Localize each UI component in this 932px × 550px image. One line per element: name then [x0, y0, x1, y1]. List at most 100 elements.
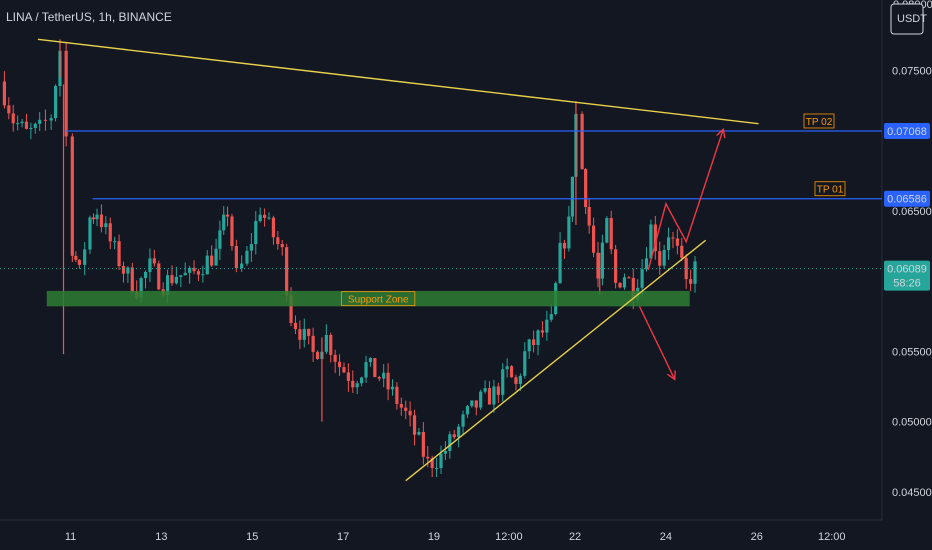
candle-body	[218, 230, 222, 249]
candle-body	[29, 127, 33, 129]
candle-body	[364, 362, 368, 378]
candle-body	[263, 214, 267, 218]
time-tick-label: 17	[337, 531, 349, 543]
candle-body	[675, 238, 679, 246]
candle-body	[276, 237, 280, 245]
candle-body	[653, 224, 657, 252]
candle-body	[399, 403, 403, 408]
candle-body	[640, 269, 644, 288]
currency-badge-box[interactable]	[890, 3, 924, 35]
candle-body	[315, 351, 320, 359]
candle-body	[179, 275, 183, 277]
candle-body	[234, 246, 238, 269]
candle-body	[33, 123, 37, 128]
candle-body	[311, 335, 315, 352]
candle-body	[596, 252, 600, 279]
candle-body	[430, 458, 434, 469]
candle-body	[448, 434, 452, 452]
time-tick-label: 22	[569, 531, 581, 543]
candle-body	[53, 85, 58, 119]
candle-body	[545, 319, 549, 333]
currency-badge: USDT	[897, 13, 927, 25]
tp-price-tag-bg	[884, 122, 930, 139]
candle-body	[373, 358, 377, 378]
candle-body	[509, 366, 514, 378]
candle-body	[532, 339, 536, 346]
candle-body	[143, 271, 148, 279]
current-price-tag-bg	[884, 260, 930, 291]
candle-body	[412, 415, 417, 435]
time-tick-label: 12:00	[818, 531, 846, 543]
price-axis[interactable]: 0.04500 0.05000 0.05500 0.06500 0.07500	[892, 65, 932, 499]
candle-body	[434, 468, 439, 470]
candle-body	[417, 432, 421, 435]
candle-body	[562, 242, 567, 249]
candle-body	[121, 266, 126, 274]
candle-body	[523, 351, 527, 376]
candle-body	[605, 218, 609, 243]
candle-body	[337, 361, 342, 368]
candle-body	[377, 377, 381, 379]
time-tick-label: 11	[65, 531, 76, 543]
candle-body	[395, 386, 399, 404]
candle-body	[148, 258, 152, 272]
support-zone-label: Support Zone	[348, 295, 409, 306]
candle-body	[307, 328, 311, 336]
candle-body	[360, 377, 364, 384]
candle-body	[43, 119, 48, 121]
candle-body	[230, 216, 234, 247]
candle-body	[70, 136, 74, 256]
current-price-tag: 0.06089	[887, 264, 927, 276]
candle-body	[7, 105, 11, 114]
candle-body	[649, 224, 653, 259]
candle-body	[346, 372, 350, 381]
candle-body	[614, 249, 618, 283]
price-tick-label: 0.05500	[892, 346, 932, 358]
candle-body	[666, 237, 671, 251]
tp-price-tag: 0.06586	[887, 194, 927, 206]
time-axis[interactable]: 11 13 15 17 19 12:00 22 24 26 12:00	[65, 531, 846, 543]
candle-body	[201, 274, 205, 276]
candle-body	[558, 242, 562, 284]
candle-body	[580, 113, 584, 170]
projection-arrowhead	[716, 127, 726, 139]
price-tick-label: 0.04500	[892, 487, 932, 499]
projection-layer	[638, 127, 726, 381]
candle-body	[293, 322, 298, 330]
candle-body	[470, 400, 474, 407]
candle-body	[644, 258, 649, 270]
candle-body	[536, 330, 540, 346]
candle-body	[483, 388, 487, 392]
candle-body	[514, 377, 518, 384]
candle-body	[465, 406, 470, 415]
candle-body	[443, 451, 448, 454]
candle-body	[2, 81, 7, 106]
candle-body	[267, 217, 271, 219]
candle-body	[689, 279, 693, 284]
candle-body	[631, 277, 635, 300]
candle-body	[249, 244, 253, 251]
tp-price-tag-bg	[884, 190, 930, 207]
candle-body	[627, 277, 631, 279]
candle-body	[622, 277, 627, 288]
candle-body	[210, 255, 214, 266]
time-tick-label: 24	[660, 531, 672, 543]
candle-body	[487, 388, 492, 405]
candle-body	[324, 334, 328, 352]
projection-bearish-path	[638, 306, 676, 380]
candle-body	[130, 267, 134, 292]
time-tick-label: 26	[751, 531, 763, 543]
candle-body	[245, 250, 249, 264]
candle-body	[600, 242, 605, 279]
candle-body	[351, 380, 355, 388]
candle-body	[83, 249, 87, 265]
projection-arrowhead	[667, 370, 676, 381]
candle-body	[342, 367, 346, 373]
candle-body	[452, 434, 456, 438]
tp-level-label-box	[814, 181, 846, 197]
candle-body	[188, 267, 192, 273]
candle-body	[658, 251, 662, 266]
candle-body	[355, 383, 359, 388]
